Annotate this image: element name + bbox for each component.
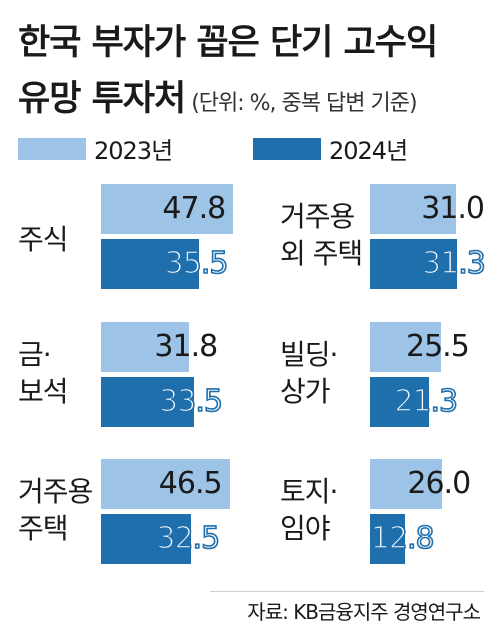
category-label-cat-5: 토지· 임야 xyxy=(280,475,338,545)
value-label-2024-cat-5: 12.8 xyxy=(370,520,435,557)
footer-divider xyxy=(210,591,484,592)
value-label-2024-cat-2: 33.5 xyxy=(158,383,223,420)
value-label-2023-cat-0: 47.8 xyxy=(162,191,226,226)
value-label-2024-cat-4: 32.5 xyxy=(156,520,221,557)
bar-2024-cat-0 xyxy=(101,239,200,289)
category-label-cat-3: 빌딩· 상가 xyxy=(280,338,338,408)
bar-2024-cat-1 xyxy=(370,239,457,289)
chart-title-line2: 유망 투자처 (단위: %, 중복 답변 기준) xyxy=(18,79,418,119)
value-label-2023-cat-2: 31.8 xyxy=(154,329,218,364)
category-label-cat-2: 금· 보석 xyxy=(18,338,69,408)
bar-2024-cat-4 xyxy=(101,514,192,564)
bar-2023-cat-1 xyxy=(370,184,456,234)
bar-2023-cat-2 xyxy=(101,322,190,372)
title-line2-text: 유망 투자처 xyxy=(18,79,186,119)
value-label-2024-cat-1: 31.3 xyxy=(421,245,486,282)
unit-note: (단위: %, 중복 답변 기준) xyxy=(191,91,417,116)
category-label-cat-1: 거주용 외 주택 xyxy=(280,200,363,270)
bar-2024-cat-2 xyxy=(101,377,194,427)
bar-2023-cat-0 xyxy=(101,184,234,234)
legend-label-2024: 2024년 xyxy=(329,137,408,165)
bar-2024-cat-3 xyxy=(370,377,429,427)
legend-item-2024: 2024년 xyxy=(253,131,408,166)
legend-label-2023: 2023년 xyxy=(94,137,173,165)
legend-item-2023: 2023년 xyxy=(18,131,173,166)
value-label-2024-cat-0: 35.5 xyxy=(164,245,229,282)
value-label-2023-cat-1: 31.0 xyxy=(421,191,485,226)
source-note: 자료: KB금융지주 경영연구소 xyxy=(247,600,481,624)
bar-2023-cat-4 xyxy=(101,459,230,509)
category-label-cat-0: 주식 xyxy=(18,223,69,256)
bar-2023-cat-5 xyxy=(370,459,443,509)
value-label-2023-cat-5: 26.0 xyxy=(407,466,471,501)
value-label-2023-cat-4: 46.5 xyxy=(158,466,223,501)
value-label-2023-cat-3: 25.5 xyxy=(405,329,470,364)
bar-2024-cat-5 xyxy=(370,514,406,564)
legend-swatch-2024 xyxy=(253,137,321,160)
chart-title-line1: 한국 부자가 꼽은 단기 고수익 xyxy=(18,23,438,63)
bar-2023-cat-3 xyxy=(370,322,441,372)
legend-swatch-2023 xyxy=(18,137,86,160)
category-label-cat-4: 거주용 주택 xyxy=(18,475,93,545)
value-label-2024-cat-3: 21.3 xyxy=(394,383,459,420)
